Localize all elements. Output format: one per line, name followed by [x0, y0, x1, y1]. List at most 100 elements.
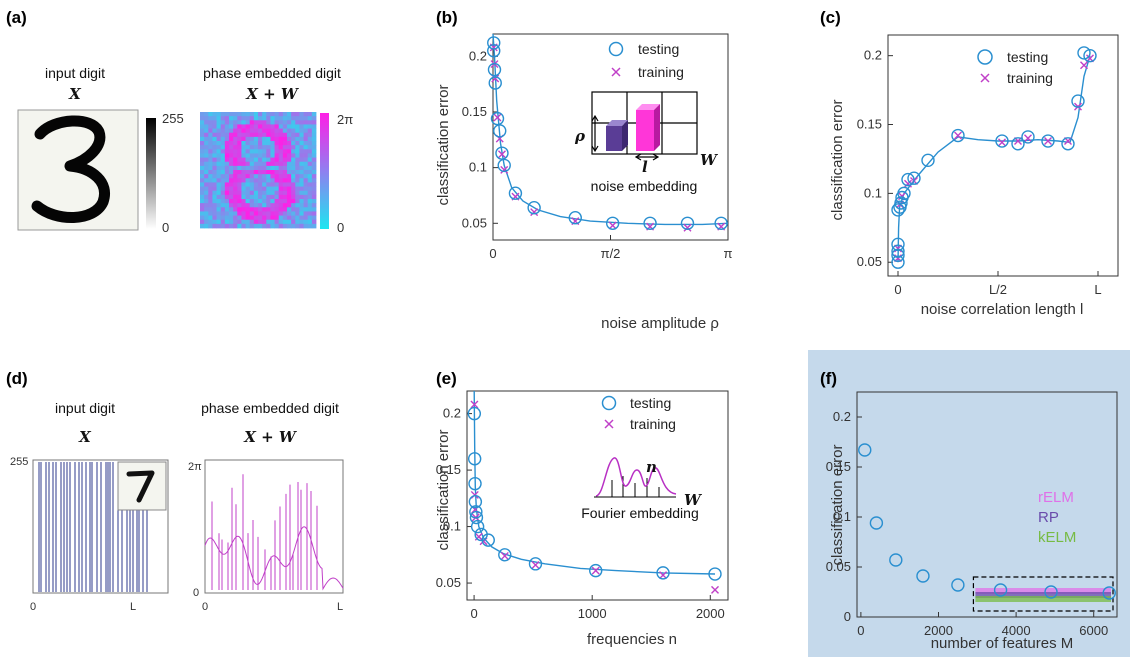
phase-pixel — [233, 170, 238, 175]
phase-pixel — [229, 141, 234, 146]
phase-pixel — [270, 199, 275, 204]
phase-pixel — [233, 178, 238, 183]
phase-pixel — [200, 165, 205, 171]
phase-pixel — [245, 132, 251, 138]
x-tick-label: L — [1094, 282, 1101, 297]
phase-pixel — [299, 190, 304, 196]
purple-block-top — [606, 120, 628, 126]
phase-pixel — [241, 132, 246, 138]
chart-f-xlabel: number of features M — [931, 635, 1074, 652]
phase-pixel — [282, 199, 288, 204]
phase-pixel — [208, 170, 213, 175]
phase-pixel — [241, 157, 246, 163]
phase-pixel — [299, 219, 304, 225]
phase-pixel — [216, 211, 222, 216]
phase-pixel — [245, 174, 251, 179]
phase-pixel — [216, 141, 222, 146]
phase-pixel — [200, 215, 205, 221]
phase-pixel — [253, 165, 259, 171]
phase-pixel — [229, 211, 234, 216]
phase-pixel — [237, 203, 242, 208]
phase-pixel — [266, 211, 271, 216]
testing-point — [921, 153, 935, 168]
phase-pixel — [204, 128, 209, 134]
phase-pixel — [233, 124, 238, 129]
phase-pixel — [307, 174, 313, 179]
phase-pixel — [258, 136, 263, 142]
phase-pixel — [307, 190, 313, 196]
phase-pixel — [237, 194, 242, 200]
phase-pixel — [208, 207, 213, 212]
phase-pixel — [295, 116, 300, 121]
phase-pixel — [303, 116, 309, 121]
phase-pixel — [287, 186, 292, 192]
phase-pixel — [237, 165, 242, 171]
y-tick-label: 0.15 — [826, 459, 851, 474]
phase-pixel — [241, 174, 246, 179]
testing-point — [891, 248, 905, 263]
phase-pixel — [204, 211, 209, 216]
phase-pixel — [253, 174, 259, 179]
phase-pixel — [249, 141, 255, 146]
phase-pixel — [282, 153, 288, 158]
chart-e-ylabel: classification error — [435, 430, 452, 551]
phase-pixel — [278, 157, 284, 163]
phase-pixel — [237, 149, 242, 154]
digit-three-glyph — [31, 115, 110, 223]
testing-point — [605, 216, 620, 230]
cbar1-top-label: 255 — [162, 111, 184, 126]
phase-pixel — [282, 128, 288, 134]
phase-pixel — [278, 161, 284, 167]
phase-pixel — [253, 141, 259, 146]
phase-pixel — [266, 203, 271, 208]
phase-pixel — [278, 223, 284, 229]
phase-pixel — [307, 128, 313, 134]
legend-training-marker — [604, 419, 614, 429]
phase-pixel — [245, 141, 251, 146]
phase-pixel — [204, 161, 209, 167]
phase-pixel — [291, 120, 296, 125]
phase-pixel — [220, 207, 226, 212]
phase-pixel — [282, 182, 288, 187]
cbar1-bottom-label: 0 — [162, 220, 169, 235]
phase-pixel — [266, 112, 271, 117]
phase-pixel — [200, 153, 205, 158]
phase-pixel — [233, 215, 238, 221]
training-point — [497, 150, 506, 159]
phase-pixel — [229, 178, 234, 183]
phase-pixel — [200, 182, 205, 187]
phase-pixel — [200, 219, 205, 225]
testing-point — [1071, 94, 1085, 108]
phase-pixel — [266, 161, 271, 167]
phase-pixel — [253, 203, 259, 208]
phase-pixel — [262, 141, 267, 146]
phase-pixel — [237, 128, 242, 134]
phase-pixel — [233, 112, 238, 117]
phase-pixel — [307, 116, 313, 121]
phase-pixel — [291, 174, 296, 179]
phase-pixel — [274, 170, 280, 175]
phase-pixel — [204, 112, 209, 117]
phase-pixel — [212, 211, 217, 216]
phase-pixel — [270, 182, 275, 187]
phase-pixel — [229, 132, 234, 138]
testing-point — [589, 563, 603, 578]
phase-pixel — [212, 157, 217, 163]
phase-pixel — [282, 178, 288, 183]
phase-pixel — [233, 149, 238, 154]
phase-pixel — [270, 219, 275, 225]
phase-pixel — [262, 112, 267, 117]
testing-point — [487, 62, 502, 77]
axes-frame — [466, 390, 729, 601]
phase-pixel — [299, 182, 304, 187]
phase-pixel — [295, 194, 300, 200]
cbar2-top-label: 2π — [337, 112, 353, 127]
phase-pixel — [204, 157, 209, 163]
phase-pixel — [216, 174, 222, 179]
phase-pixel — [204, 174, 209, 179]
phase-pixel — [200, 145, 205, 150]
training-point — [500, 165, 509, 174]
phase-pixel — [278, 165, 284, 171]
phase-pixel — [229, 149, 234, 154]
phase-pixel — [274, 215, 280, 221]
